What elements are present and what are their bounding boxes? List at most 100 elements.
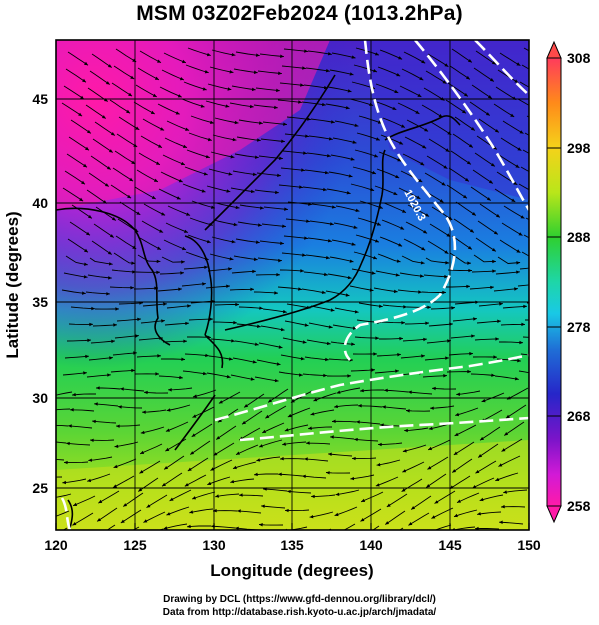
streamline bbox=[282, 150, 307, 154]
isobar-south2 bbox=[239, 416, 529, 442]
streamline-arrowhead bbox=[231, 339, 235, 343]
streamline-arrowhead bbox=[420, 161, 425, 166]
streamline bbox=[243, 393, 265, 408]
streamline-arrowhead bbox=[252, 360, 257, 364]
streamline-arrowhead bbox=[424, 128, 429, 132]
streamline-arrowhead bbox=[230, 479, 235, 484]
streamline-arrowhead bbox=[446, 233, 451, 237]
streamline bbox=[521, 251, 529, 257]
streamline bbox=[429, 223, 451, 238]
streamline bbox=[479, 426, 501, 441]
streamline bbox=[257, 257, 282, 262]
streamline-arrowhead bbox=[237, 509, 241, 513]
streamline bbox=[284, 509, 310, 512]
streamline bbox=[425, 529, 427, 530]
streamline bbox=[258, 524, 284, 526]
streamline-arrowhead bbox=[469, 351, 473, 356]
streamline bbox=[400, 355, 425, 359]
streamline-arrowhead bbox=[325, 68, 330, 73]
temperature-field bbox=[56, 40, 529, 530]
streamline-arrowhead bbox=[282, 224, 286, 228]
streamline bbox=[207, 83, 232, 91]
streamline bbox=[116, 133, 138, 148]
streamline-arrowhead bbox=[231, 240, 236, 244]
streamline-arrowhead bbox=[398, 243, 403, 247]
streamline bbox=[238, 306, 263, 309]
streamline-arrowhead bbox=[42, 439, 46, 443]
streamline-arrowhead bbox=[514, 377, 519, 381]
streamline bbox=[140, 320, 165, 324]
streamline bbox=[256, 359, 281, 366]
streamline-arrowhead bbox=[95, 535, 99, 538]
streamline bbox=[56, 458, 65, 461]
streamline-arrowhead bbox=[324, 272, 328, 277]
streamline bbox=[311, 494, 336, 497]
streamline-arrowhead bbox=[136, 211, 141, 215]
streamline bbox=[166, 404, 191, 412]
streamline-arrowhead bbox=[303, 151, 307, 155]
streamline-arrowhead bbox=[373, 69, 377, 73]
streamline-arrowhead bbox=[126, 109, 131, 114]
streamline-arrowhead bbox=[347, 275, 352, 280]
streamline-arrowhead bbox=[282, 442, 287, 446]
streamline bbox=[445, 99, 467, 114]
streamline bbox=[114, 441, 139, 448]
streamline bbox=[386, 493, 408, 508]
streamline bbox=[166, 506, 190, 516]
streamline bbox=[56, 510, 70, 517]
streamline bbox=[184, 353, 209, 357]
streamline bbox=[98, 490, 120, 504]
streamline-arrowhead bbox=[203, 172, 208, 176]
streamline-arrowhead bbox=[401, 488, 406, 492]
streamline bbox=[331, 420, 357, 423]
streamline bbox=[158, 375, 183, 379]
streamline bbox=[159, 86, 182, 98]
streamline bbox=[454, 301, 479, 305]
streamline bbox=[331, 239, 356, 246]
streamline-arrowhead bbox=[72, 522, 77, 526]
streamline bbox=[434, 524, 452, 530]
streamline-arrowhead bbox=[190, 451, 195, 455]
streamline bbox=[449, 65, 471, 80]
streamline bbox=[469, 286, 494, 290]
streamline bbox=[260, 138, 285, 143]
streamline bbox=[469, 101, 491, 116]
streamline-arrowhead bbox=[466, 160, 471, 165]
streamline-arrowhead bbox=[162, 482, 166, 487]
streamline-arrowhead bbox=[464, 92, 468, 97]
streamline bbox=[112, 475, 135, 488]
streamline bbox=[120, 388, 145, 392]
streamline bbox=[63, 272, 88, 278]
streamline-arrowhead bbox=[360, 388, 364, 393]
streamline bbox=[89, 70, 111, 85]
streamline-arrowhead bbox=[488, 180, 493, 184]
streamline-arrowhead bbox=[432, 386, 436, 391]
streamline bbox=[403, 238, 426, 251]
streamline bbox=[357, 405, 383, 408]
streamline bbox=[501, 222, 523, 236]
streamline bbox=[85, 104, 107, 119]
streamline bbox=[449, 475, 471, 490]
streamline bbox=[117, 218, 139, 233]
streamline-arrowhead bbox=[348, 174, 353, 178]
streamline bbox=[309, 511, 334, 518]
streamline bbox=[475, 237, 497, 252]
streamline-arrowhead bbox=[235, 302, 239, 307]
streamline bbox=[521, 64, 529, 70]
streamline-arrowhead bbox=[540, 257, 544, 260]
streamline bbox=[67, 51, 89, 66]
streamline bbox=[351, 457, 377, 460]
streamline-arrowhead bbox=[393, 191, 398, 195]
streamline bbox=[189, 440, 211, 455]
streamline-arrowhead bbox=[489, 78, 494, 82]
streamline bbox=[234, 340, 259, 346]
streamline-arrowhead bbox=[408, 390, 412, 394]
streamline bbox=[184, 166, 208, 176]
streamline-arrowhead bbox=[168, 388, 172, 392]
streamline bbox=[67, 238, 89, 253]
streamline-arrowhead bbox=[512, 96, 517, 100]
streamline bbox=[493, 103, 515, 118]
streamline-arrowhead bbox=[378, 205, 383, 209]
streamline-arrowhead bbox=[160, 127, 165, 131]
